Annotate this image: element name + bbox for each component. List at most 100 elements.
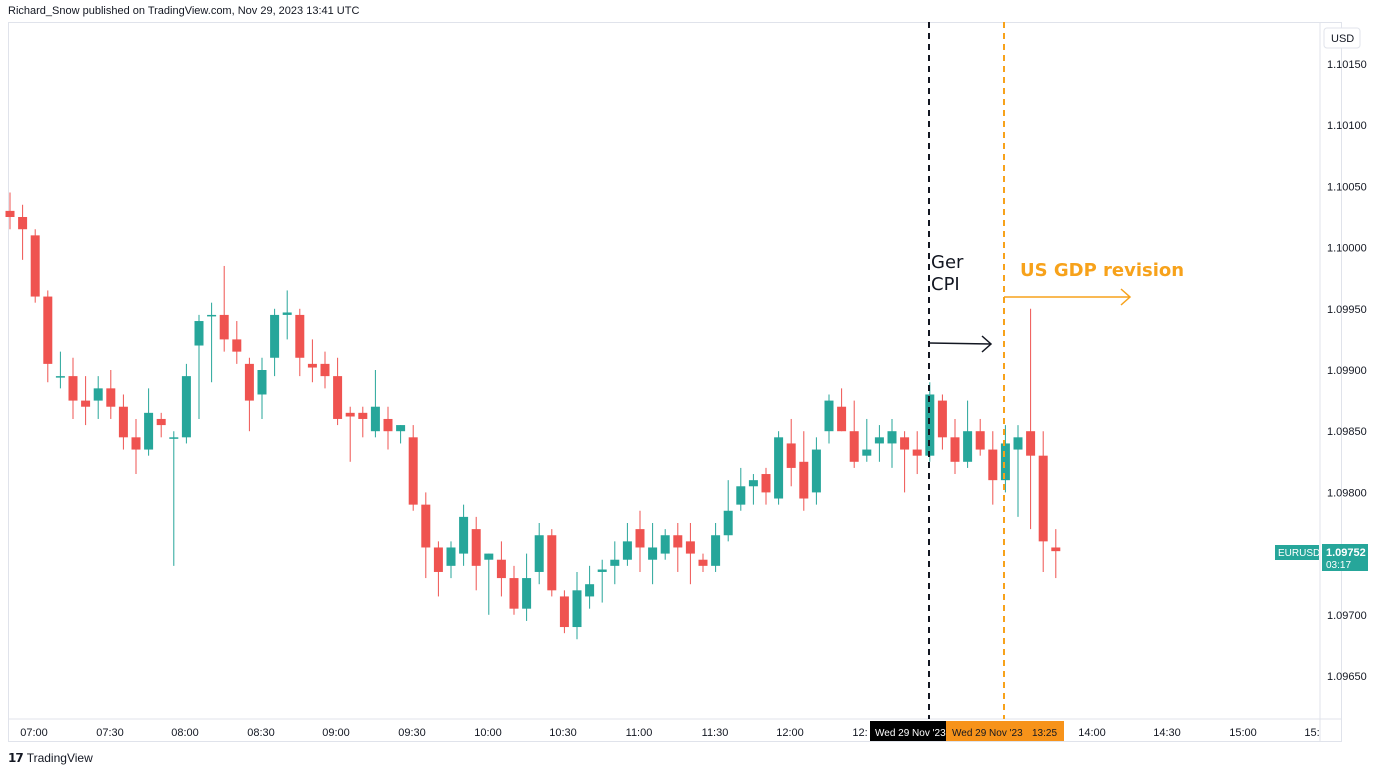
price-tick-label: 1.09950 xyxy=(1327,304,1367,316)
countdown-timer: 03:17 xyxy=(1326,560,1351,571)
candle-body xyxy=(937,400,947,438)
time-tick-label: 08:00 xyxy=(171,727,199,739)
candle-body xyxy=(559,596,569,628)
symbol-tag: EURUSD xyxy=(1278,548,1320,559)
us-gdp-label: US GDP revision xyxy=(1020,260,1184,281)
candle-body xyxy=(635,529,645,548)
gdp-time-value: 13:25 xyxy=(1032,728,1057,739)
candle-body xyxy=(207,314,217,317)
candle-body xyxy=(698,559,708,566)
time-tick-label: 07:00 xyxy=(20,727,48,739)
time-tick-label: 11:30 xyxy=(702,727,729,739)
symbol-tag-bg xyxy=(1275,545,1319,560)
candle-body xyxy=(1000,443,1010,481)
last-price-tag-bg xyxy=(1322,544,1368,571)
candle-body xyxy=(862,449,872,456)
candle-body xyxy=(18,217,28,230)
candle-body xyxy=(295,314,305,358)
price-tick-label: 1.10100 xyxy=(1327,120,1367,132)
price-tick-label: 1.09650 xyxy=(1327,671,1367,683)
candle-body xyxy=(421,504,431,548)
candle-body xyxy=(887,431,897,444)
candle-body xyxy=(774,437,784,499)
tradingview-brand: TradingView xyxy=(26,751,93,765)
time-tick-label: 12: xyxy=(852,727,867,739)
candle-body xyxy=(43,296,53,364)
ger-time-marker-bg xyxy=(870,721,946,741)
time-tick-label: 07:30 xyxy=(96,727,124,739)
tradingview-logo-icon: 𝟭𝟳 xyxy=(8,751,24,765)
candle-body xyxy=(585,584,595,597)
candle-body xyxy=(799,461,809,499)
candle-body xyxy=(748,480,758,487)
publisher-header: Richard_Snow published on TradingView.co… xyxy=(8,5,360,17)
candle-body xyxy=(358,412,368,419)
candle-body xyxy=(975,431,985,450)
candle-body xyxy=(786,443,796,468)
candle-body xyxy=(408,437,418,505)
candle-body xyxy=(685,541,695,554)
candle-body xyxy=(622,541,632,560)
candle-body xyxy=(963,431,973,462)
candle-body xyxy=(345,412,355,417)
candle-body xyxy=(370,406,380,432)
time-tick-label: 14:00 xyxy=(1078,727,1106,739)
time-tick-label: 10:30 xyxy=(549,727,577,739)
candle-body xyxy=(118,406,128,438)
time-tick-label: 10:00 xyxy=(474,727,502,739)
candle-body xyxy=(270,314,280,358)
candle-body xyxy=(547,535,557,591)
candle-body xyxy=(496,559,506,579)
currency-label[interactable]: USD xyxy=(1331,33,1354,45)
candle-body xyxy=(333,376,343,419)
candle-body xyxy=(459,516,469,554)
price-tick-label: 1.10050 xyxy=(1327,181,1367,193)
candle-body xyxy=(144,412,154,450)
candle-body xyxy=(320,363,330,377)
candle-body xyxy=(30,235,40,297)
candle-body xyxy=(597,569,607,572)
us-gdp-arrow-icon xyxy=(1004,288,1132,306)
candle-body xyxy=(383,418,393,432)
tradingview-logo[interactable]: 𝟭𝟳 TradingView xyxy=(8,751,93,765)
candle-body xyxy=(307,363,317,368)
candle-body xyxy=(106,388,116,407)
candle-body xyxy=(471,529,481,566)
candle-body xyxy=(5,210,15,217)
candle-body xyxy=(194,321,204,346)
candle-body xyxy=(131,437,141,450)
candle-body xyxy=(736,486,746,505)
chart-frame[interactable] xyxy=(8,22,1342,742)
candle-body xyxy=(849,431,859,462)
time-tick-label: 09:30 xyxy=(398,727,426,739)
candle-body xyxy=(874,437,884,444)
candle-body xyxy=(900,437,910,450)
candle-body xyxy=(925,394,935,456)
price-tick-label: 1.09850 xyxy=(1327,426,1367,438)
gdp-time-marker: Wed 29 Nov '23 xyxy=(952,728,1023,739)
time-tick-label: 08:30 xyxy=(247,727,275,739)
candle-body xyxy=(761,474,771,493)
time-tick-label: 09:00 xyxy=(322,727,350,739)
candle-body xyxy=(1038,455,1048,542)
time-tick-label: 15: xyxy=(1304,727,1319,739)
candle-body xyxy=(648,547,658,560)
candle-body xyxy=(81,400,91,407)
candle-body xyxy=(572,590,582,628)
candle-body xyxy=(950,437,960,462)
candle-body xyxy=(988,449,998,481)
currency-box xyxy=(1323,27,1361,49)
candles xyxy=(5,192,1061,640)
candle-body xyxy=(232,339,242,352)
ger-time-marker: Wed 29 Nov '23 xyxy=(875,728,946,739)
candle-body xyxy=(181,376,191,438)
candle-body xyxy=(446,547,456,566)
candle-body xyxy=(1026,431,1036,456)
candle-body xyxy=(219,314,229,340)
candle-body xyxy=(1051,547,1061,552)
candle-body xyxy=(912,449,922,456)
candle-body xyxy=(660,535,670,554)
candle-body xyxy=(55,376,65,378)
price-tick-label: 1.09800 xyxy=(1327,487,1367,499)
